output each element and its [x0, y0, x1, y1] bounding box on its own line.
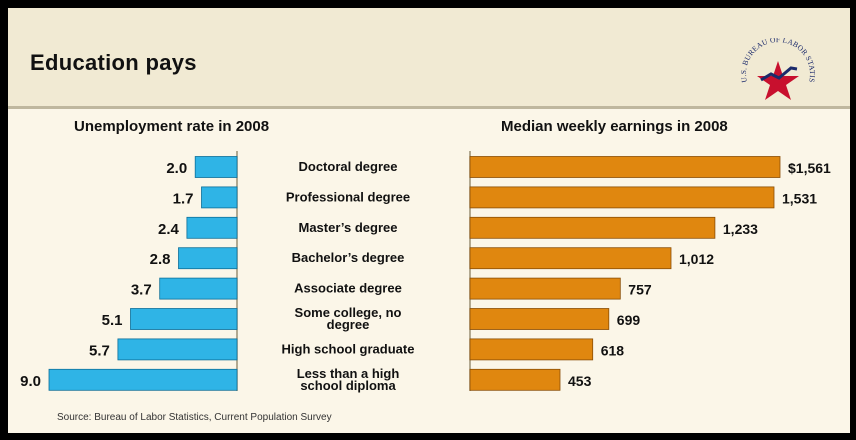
- unemployment-value-label: 2.0: [166, 160, 187, 177]
- unemployment-bar: [194, 156, 238, 178]
- header-band: [8, 8, 850, 106]
- category-label-line: Doctoral degree: [299, 159, 398, 174]
- unemployment-value-label: 2.8: [150, 251, 171, 268]
- category-label: Professional degree: [286, 189, 410, 204]
- header-rule: [8, 106, 850, 109]
- category-label: Associate degree: [294, 281, 402, 296]
- unemployment-bar: [130, 308, 238, 330]
- earnings-value-label: 618: [601, 342, 625, 358]
- category-label: Less than a high school diploma: [297, 366, 400, 393]
- category-label: High school graduate: [282, 341, 415, 356]
- unemployment-bar: [117, 338, 238, 361]
- earnings-value-label: 1,012: [679, 251, 714, 267]
- earnings-value-label: 1,531: [782, 190, 817, 206]
- earnings-bar: [469, 216, 716, 239]
- category-label-line: Less than a high: [297, 366, 400, 381]
- category-label-line: Master’s degree: [299, 220, 398, 235]
- earnings-value-label: 1,233: [723, 221, 758, 237]
- unemployment-bar: [186, 216, 238, 239]
- category-label-line: school diploma: [300, 378, 396, 393]
- category-label-line: Professional degree: [286, 189, 410, 204]
- unemployment-bar: [48, 368, 238, 391]
- earnings-bar: [469, 308, 610, 330]
- category-label-line: Some college, no: [295, 305, 402, 320]
- education-pays-chart: 2.0 $1,561 Doctoral degree 1.7 1,531 Professi…: [20, 151, 831, 393]
- unemployment-value-label: 3.7: [131, 282, 152, 299]
- earnings-bar: [469, 156, 781, 178]
- chart-frame: Education pays U.S. BUREAU OF LABOR STAT…: [8, 8, 850, 433]
- category-label: Master’s degree: [299, 220, 398, 235]
- earnings-value-label: 757: [628, 282, 652, 298]
- category-label-line: High school graduate: [282, 341, 415, 356]
- unemployment-value-label: 5.1: [102, 312, 123, 329]
- unemployment-value-label: 5.7: [89, 342, 110, 359]
- earnings-bar: [469, 338, 594, 361]
- earnings-value-label: $1,561: [788, 160, 831, 176]
- unemployment-value-label: 9.0: [20, 373, 41, 390]
- category-label-line: Associate degree: [294, 281, 402, 296]
- category-label: Bachelor’s degree: [292, 250, 405, 265]
- earnings-bar: [469, 247, 672, 270]
- earnings-bar: [469, 277, 621, 300]
- unemployment-value-label: 2.4: [158, 221, 180, 238]
- unemployment-bar: [178, 247, 238, 270]
- earnings-bar: [469, 368, 561, 391]
- source-note: Source: Bureau of Labor Statistics, Curr…: [57, 412, 332, 423]
- category-label: Doctoral degree: [299, 159, 398, 174]
- earnings-value-label: 453: [568, 373, 592, 389]
- unemployment-bar: [159, 277, 238, 300]
- bls-star-seal-icon: U.S. BUREAU OF LABOR STATISTICS: [733, 38, 817, 100]
- chart-title: Education pays: [30, 50, 197, 75]
- earnings-bar: [469, 186, 775, 209]
- unemployment-value-label: 1.7: [173, 190, 194, 207]
- right-panel-title: Median weekly earnings in 2008: [501, 118, 728, 135]
- category-label-line: Bachelor’s degree: [292, 250, 405, 265]
- category-label: Some college, no degree: [295, 305, 402, 332]
- earnings-value-label: 699: [617, 312, 641, 328]
- category-label-line: degree: [327, 317, 370, 332]
- unemployment-bar: [201, 186, 238, 209]
- left-panel-title: Unemployment rate in 2008: [74, 118, 270, 135]
